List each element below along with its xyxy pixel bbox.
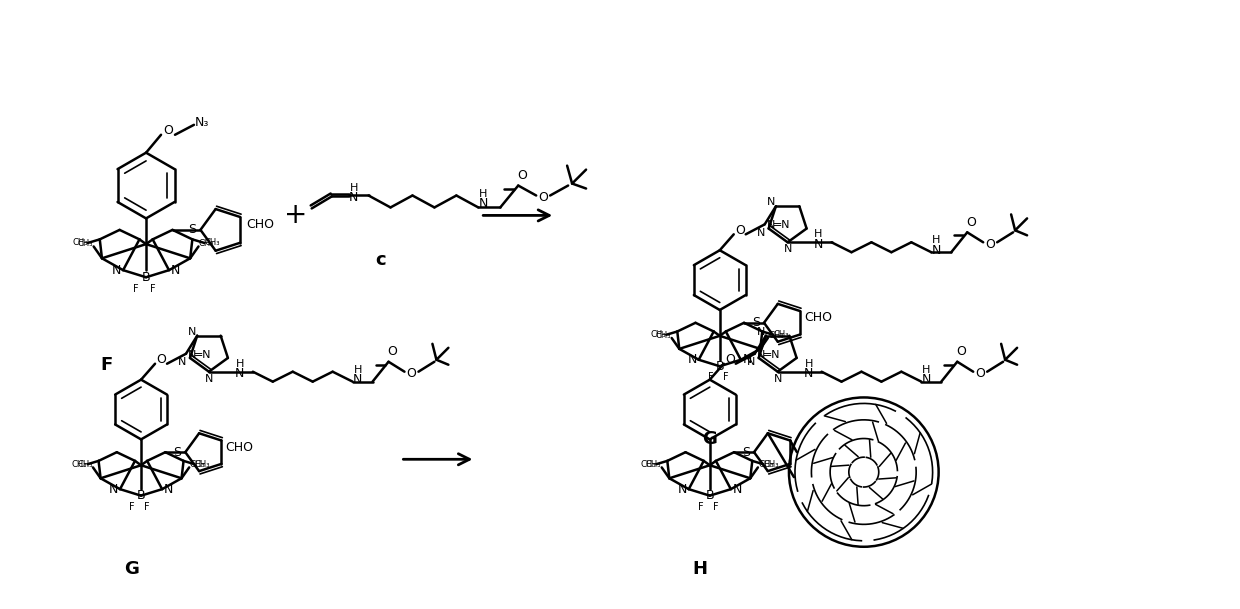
Text: F: F (150, 284, 156, 294)
Text: CH₃: CH₃ (72, 238, 88, 247)
Text: O: O (407, 367, 417, 380)
Text: CH₃: CH₃ (198, 239, 215, 248)
Text: N: N (177, 357, 186, 367)
Text: O: O (517, 169, 527, 182)
Text: H: H (815, 230, 823, 239)
Text: N: N (931, 244, 941, 257)
Text: O: O (164, 124, 172, 137)
Text: F: F (145, 502, 150, 512)
Text: CH₃: CH₃ (205, 238, 219, 247)
Text: CH₃: CH₃ (656, 331, 671, 340)
Text: S: S (174, 446, 181, 459)
Text: c: c (376, 251, 386, 269)
Text: N: N (164, 483, 174, 496)
Text: H: H (350, 183, 358, 192)
Text: F: F (713, 502, 719, 512)
Text: G: G (702, 431, 717, 448)
Text: N: N (774, 374, 782, 384)
Text: B: B (715, 360, 724, 373)
Text: N: N (804, 367, 813, 380)
Text: F: F (723, 372, 729, 382)
Text: CH₃: CH₃ (764, 460, 779, 469)
Text: N: N (236, 367, 244, 380)
Text: N: N (743, 353, 753, 366)
Text: O: O (735, 224, 745, 237)
Text: O: O (966, 216, 976, 229)
Text: B: B (136, 489, 145, 502)
Text: N: N (479, 197, 489, 210)
Text: B: B (706, 489, 714, 502)
Text: O: O (986, 238, 996, 251)
Text: +: + (284, 202, 308, 230)
Text: N═N: N═N (756, 350, 780, 360)
Text: CHO: CHO (804, 311, 832, 325)
Text: N₃: N₃ (195, 116, 210, 129)
Text: H: H (692, 560, 707, 578)
Text: N: N (756, 326, 765, 337)
Text: N: N (112, 264, 122, 276)
Text: O: O (975, 367, 985, 380)
Text: S: S (188, 224, 196, 236)
Text: N: N (756, 228, 765, 238)
Text: O: O (538, 191, 548, 204)
Text: CH₃: CH₃ (651, 330, 666, 339)
Text: F: F (708, 372, 713, 382)
Text: F: F (133, 284, 139, 294)
Text: O: O (156, 353, 166, 366)
Text: CH₃: CH₃ (758, 460, 774, 469)
Text: O: O (725, 353, 734, 366)
Text: S: S (751, 316, 760, 329)
Text: CHO: CHO (247, 219, 274, 231)
Text: F: F (698, 502, 703, 512)
Text: N: N (746, 357, 755, 367)
Text: CH₃: CH₃ (195, 460, 211, 469)
Text: N: N (766, 197, 775, 207)
Text: O: O (388, 345, 398, 358)
Text: G: G (124, 560, 139, 578)
Text: H: H (923, 365, 930, 375)
Text: CH₃: CH₃ (774, 330, 789, 339)
Text: H: H (353, 365, 362, 375)
Text: O: O (956, 345, 966, 358)
Text: N: N (109, 483, 118, 496)
Text: F: F (129, 502, 135, 512)
Text: CH₃: CH₃ (641, 460, 656, 469)
Text: F: F (100, 356, 113, 374)
Text: N: N (813, 238, 823, 251)
Text: CH₃: CH₃ (190, 460, 205, 469)
Text: CH₃: CH₃ (72, 460, 88, 469)
Text: N═N: N═N (766, 220, 790, 230)
Text: CHO: CHO (226, 441, 253, 454)
Text: N: N (188, 326, 196, 337)
Text: N: N (784, 244, 792, 254)
Text: B: B (141, 271, 150, 284)
Text: CH₃: CH₃ (768, 331, 784, 340)
Text: N: N (687, 353, 697, 366)
Text: N: N (171, 264, 180, 276)
Text: N═N: N═N (187, 350, 211, 360)
Text: N: N (921, 373, 931, 386)
Text: N: N (733, 483, 743, 496)
Text: N: N (205, 374, 213, 384)
Text: N: N (348, 191, 358, 204)
Text: H: H (236, 359, 244, 368)
Text: S: S (742, 446, 750, 459)
Text: N: N (677, 483, 687, 496)
Text: N: N (353, 373, 362, 386)
Text: H: H (932, 235, 940, 245)
Text: H: H (479, 189, 487, 199)
Text: CH₃: CH₃ (78, 239, 93, 248)
Text: CH₃: CH₃ (646, 460, 661, 469)
Text: H: H (805, 359, 812, 368)
Text: CH₃: CH₃ (77, 460, 93, 469)
